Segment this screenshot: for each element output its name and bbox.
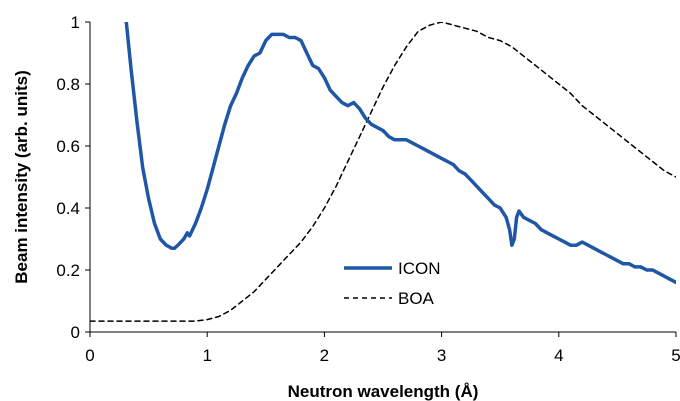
legend-label: BOA: [398, 289, 435, 308]
plot-area: [90, 22, 676, 322]
series-layer: [90, 22, 676, 322]
y-tick-label: 0.2: [56, 261, 80, 280]
x-tick-label: 2: [320, 346, 329, 365]
x-tick-label: 0: [85, 346, 94, 365]
x-tick-label: 5: [671, 346, 680, 365]
y-axis-title: Beam intensity (arb. units): [12, 70, 31, 283]
y-tick-label: 0.6: [56, 137, 80, 156]
y-tick-label: 0.8: [56, 75, 80, 94]
x-axis-title: Neutron wavelength (Å): [288, 382, 479, 401]
x-tick-label: 3: [437, 346, 446, 365]
y-tick-label: 1: [71, 13, 80, 32]
y-tick-label: 0.4: [56, 199, 80, 218]
y-tick-label: 0: [71, 323, 80, 342]
y-axis-ticks: 0 0.2 0.4 0.6 0.8 1: [56, 13, 90, 342]
x-axis-ticks: 0 1 2 3 4 5: [85, 332, 680, 365]
series-line-boa: [90, 22, 676, 322]
x-tick-label: 4: [554, 346, 563, 365]
legend: ICON BOA: [344, 259, 441, 308]
series-line-icon: [124, 22, 676, 285]
x-tick-label: 1: [202, 346, 211, 365]
legend-label: ICON: [398, 259, 441, 278]
